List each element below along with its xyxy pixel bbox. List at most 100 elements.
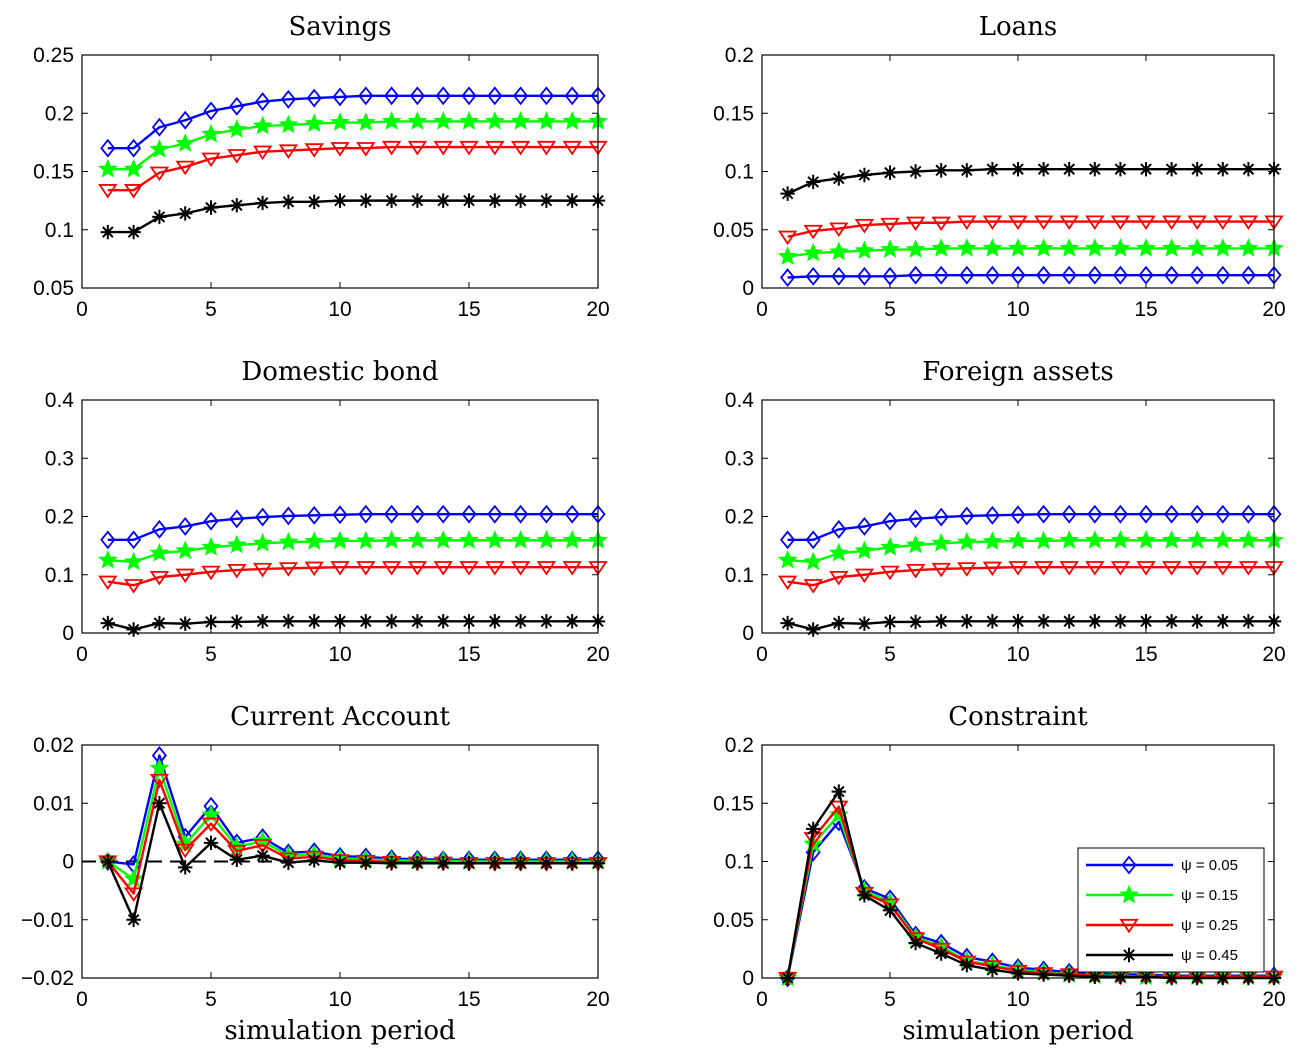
- data-point: [152, 209, 167, 225]
- data-point: [252, 839, 273, 854]
- data-point: [252, 115, 273, 135]
- data-point: [356, 530, 376, 550]
- data-point: [1138, 969, 1154, 985]
- data-point: [332, 193, 348, 208]
- data-point: [461, 86, 477, 106]
- data-point: [1008, 215, 1028, 231]
- data-point: [931, 238, 951, 257]
- data-point: [513, 86, 529, 106]
- data-point: [1240, 504, 1256, 524]
- data-point: [178, 206, 193, 221]
- data-point: [149, 757, 170, 777]
- plot-title: Foreign assets: [922, 357, 1113, 387]
- data-point: [1112, 265, 1128, 285]
- data-point: [126, 224, 141, 240]
- legend-label: ψ = 0.05: [1181, 857, 1238, 874]
- data-point: [436, 856, 451, 871]
- data-point: [510, 140, 531, 156]
- data-point: [539, 614, 554, 629]
- data-point: [149, 139, 170, 158]
- data-point: [777, 230, 798, 246]
- data-point: [201, 565, 221, 581]
- data-point: [201, 123, 221, 143]
- data-point: [332, 855, 348, 870]
- data-point: [1036, 967, 1051, 982]
- data-point: [856, 266, 872, 286]
- data-point: [307, 614, 322, 629]
- data-point: [459, 111, 479, 130]
- data-point: [123, 868, 144, 888]
- data-point: [1059, 215, 1079, 231]
- data-point: [226, 534, 247, 554]
- x-tick-label: 5: [205, 298, 217, 321]
- data-point: [203, 511, 219, 531]
- data-point: [123, 158, 144, 178]
- data-point: [255, 92, 271, 112]
- data-point: [1189, 504, 1205, 524]
- data-point: [201, 537, 221, 556]
- data-point: [905, 534, 926, 554]
- data-point: [1036, 161, 1051, 177]
- data-point: [803, 242, 823, 262]
- data-point: [831, 266, 847, 286]
- data-point: [484, 530, 505, 549]
- data-point: [513, 614, 528, 629]
- data-point: [1087, 504, 1103, 524]
- data-point: [227, 119, 247, 138]
- data-point: [959, 614, 974, 629]
- data-point: [332, 614, 348, 629]
- data-point: [564, 504, 580, 524]
- data-point: [959, 265, 975, 285]
- data-point: [280, 506, 296, 526]
- data-point: [1161, 530, 1182, 549]
- data-point: [381, 140, 402, 156]
- data-point: [1087, 969, 1102, 985]
- data-point: [100, 615, 115, 631]
- data-point: [536, 561, 557, 576]
- axes-box: [761, 399, 1275, 634]
- subplot-6: Constraint simulation period 0 5 10 15 20 0 0.05…: [713, 702, 1286, 1046]
- data-point: [1110, 561, 1131, 576]
- x-tick-label: 15: [457, 643, 480, 666]
- data-point: [152, 796, 167, 811]
- data-point: [149, 773, 170, 789]
- data-point: [564, 86, 580, 106]
- data-point: [985, 962, 1000, 978]
- data-point: [854, 218, 875, 234]
- x-tick-label: 20: [586, 988, 609, 1011]
- data-point: [510, 111, 531, 130]
- data-point: [487, 856, 502, 871]
- data-point: [882, 266, 898, 286]
- data-point: [959, 957, 974, 973]
- data-point: [358, 504, 374, 524]
- data-point: [1136, 530, 1156, 549]
- data-point: [1164, 504, 1180, 524]
- data-point: [98, 575, 118, 591]
- data-point: [513, 856, 528, 871]
- data-point: [780, 615, 795, 631]
- data-point: [536, 140, 557, 156]
- data-point: [175, 568, 195, 584]
- data-point: [829, 222, 849, 238]
- data-point: [1036, 504, 1052, 524]
- data-point: [982, 215, 1003, 231]
- series-1: [100, 86, 606, 158]
- data-point: [100, 138, 116, 158]
- x-tick-label: 0: [76, 643, 88, 666]
- x-axis-label: simulation period: [902, 1016, 1133, 1046]
- data-point: [1136, 561, 1156, 576]
- data-point: [1190, 614, 1205, 629]
- y-tick-label: 0.1: [45, 564, 74, 587]
- subplot-5: Current Account simulation period 0 5 10 15 20…: [21, 702, 610, 1046]
- data-point: [487, 504, 503, 524]
- data-point: [780, 530, 796, 550]
- data-point: [436, 614, 451, 629]
- data-point: [433, 561, 453, 576]
- data-point: [1215, 161, 1230, 177]
- data-point: [984, 265, 1000, 285]
- data-point: [304, 143, 324, 158]
- data-point: [152, 615, 167, 631]
- legend-marker: [1119, 918, 1139, 934]
- data-point: [562, 140, 582, 156]
